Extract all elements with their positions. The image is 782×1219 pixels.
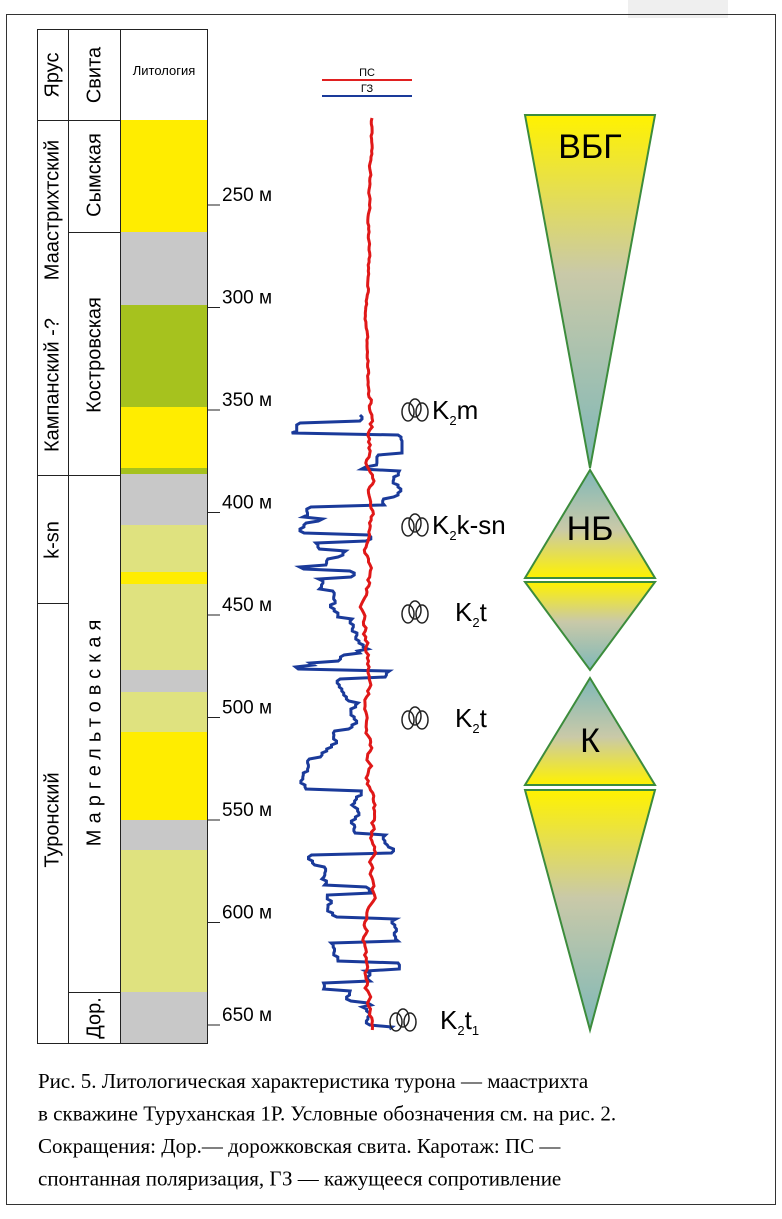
header-cell: Ярус — [41, 52, 63, 97]
cycle-label: ВБГ — [558, 128, 621, 166]
fossil-base: K — [432, 510, 450, 540]
fossil-label: K2k-sn — [432, 510, 506, 543]
suite-label: Маргельтовская — [83, 614, 105, 847]
lithology-column — [120, 120, 208, 1044]
fossil-rest: t — [480, 597, 488, 627]
caption-line: в скважине Туруханская 1Р. Условные обоз… — [38, 1102, 616, 1126]
caption-line: Сокращения: Дор.— дорожковская свита. Ка… — [38, 1134, 561, 1158]
stage-label: Кампанский -? — [41, 318, 63, 452]
fossil-rest: t — [465, 1005, 473, 1035]
ps-curve — [358, 117, 378, 1031]
depth-label: 300 м — [222, 288, 272, 309]
fossil-icon — [389, 1008, 417, 1032]
depth-label: 550 м — [222, 800, 272, 821]
fossil-icon — [401, 706, 429, 730]
fossil-shell — [408, 600, 422, 620]
fossil-label: K2t — [455, 597, 488, 630]
corner-tab — [628, 0, 728, 18]
fossil-shell — [389, 1012, 403, 1032]
fossil-sub: 2 — [449, 528, 456, 543]
cycle-triangles — [523, 114, 657, 1034]
fossil-rest: m — [457, 395, 479, 425]
fossil-icon — [401, 513, 429, 537]
fossil-label: K2t — [455, 703, 488, 736]
caption-line: Рис. 5. Литологическая характеристика ту… — [38, 1069, 589, 1093]
fossil-shell — [408, 706, 422, 726]
fossil-label: K2t1 — [440, 1005, 479, 1038]
fossil-base: K — [432, 395, 450, 425]
fossil-label: K2m — [432, 395, 478, 428]
depth-label: 450 м — [222, 595, 272, 616]
fossil-base: K — [455, 597, 473, 627]
legend-label: ГЗ — [361, 83, 374, 95]
fossil-sub: 2 — [472, 721, 479, 736]
fossil-shell — [403, 1012, 417, 1032]
suite-label: Сымская — [83, 133, 105, 217]
fossil-shell — [408, 513, 422, 533]
suite-label: Костровская — [83, 297, 105, 413]
fossil-icon — [401, 600, 429, 624]
cycle-label: НБ — [567, 510, 614, 548]
fossil-icon — [401, 398, 429, 422]
depth-label: 600 м — [222, 903, 272, 924]
depth-label: 400 м — [222, 493, 272, 514]
fossil-rest: t — [480, 703, 488, 733]
fossil-sub: 2 — [449, 413, 456, 428]
fossil-shell — [415, 710, 429, 730]
fossil-shell — [415, 604, 429, 624]
fossil-base: K — [455, 703, 473, 733]
fossil-shell — [401, 604, 415, 624]
stage-label: k-sn — [41, 521, 63, 559]
figure-frame — [6, 14, 776, 1205]
depth-label: 350 м — [222, 390, 272, 411]
depth-label: 650 м — [222, 1005, 272, 1026]
fossil-shell — [415, 402, 429, 422]
fossil-rest: k-sn — [457, 510, 506, 540]
header-cell: Литология — [133, 63, 196, 78]
stage-label: Маастрихтский — [41, 140, 63, 280]
fossil-shell — [401, 402, 415, 422]
suite-label: Дор. — [83, 997, 105, 1039]
fossil-base: K — [440, 1005, 458, 1035]
depth-label: 250 м — [222, 185, 272, 206]
table-lines — [37, 29, 208, 1044]
fossil-shell — [415, 517, 429, 537]
fossil-shell — [396, 1008, 410, 1028]
caption-line: спонтанная поляризация, ГЗ — кажущееся с… — [38, 1167, 561, 1191]
fossil-shell — [401, 710, 415, 730]
stage-label: Туронский — [41, 772, 63, 867]
fossil-shell — [408, 398, 422, 418]
header-cell: Свита — [83, 46, 105, 103]
fossil-sub: 2 — [472, 615, 479, 630]
gz-curve — [291, 413, 404, 1031]
depth-label: 500 м — [222, 698, 272, 719]
fossil-sub: 2 — [457, 1023, 464, 1038]
fossil-sub: 1 — [472, 1023, 479, 1038]
cycle-label: К — [580, 722, 600, 760]
fossil-shell — [401, 517, 415, 537]
legend-label: ПС — [359, 67, 375, 79]
